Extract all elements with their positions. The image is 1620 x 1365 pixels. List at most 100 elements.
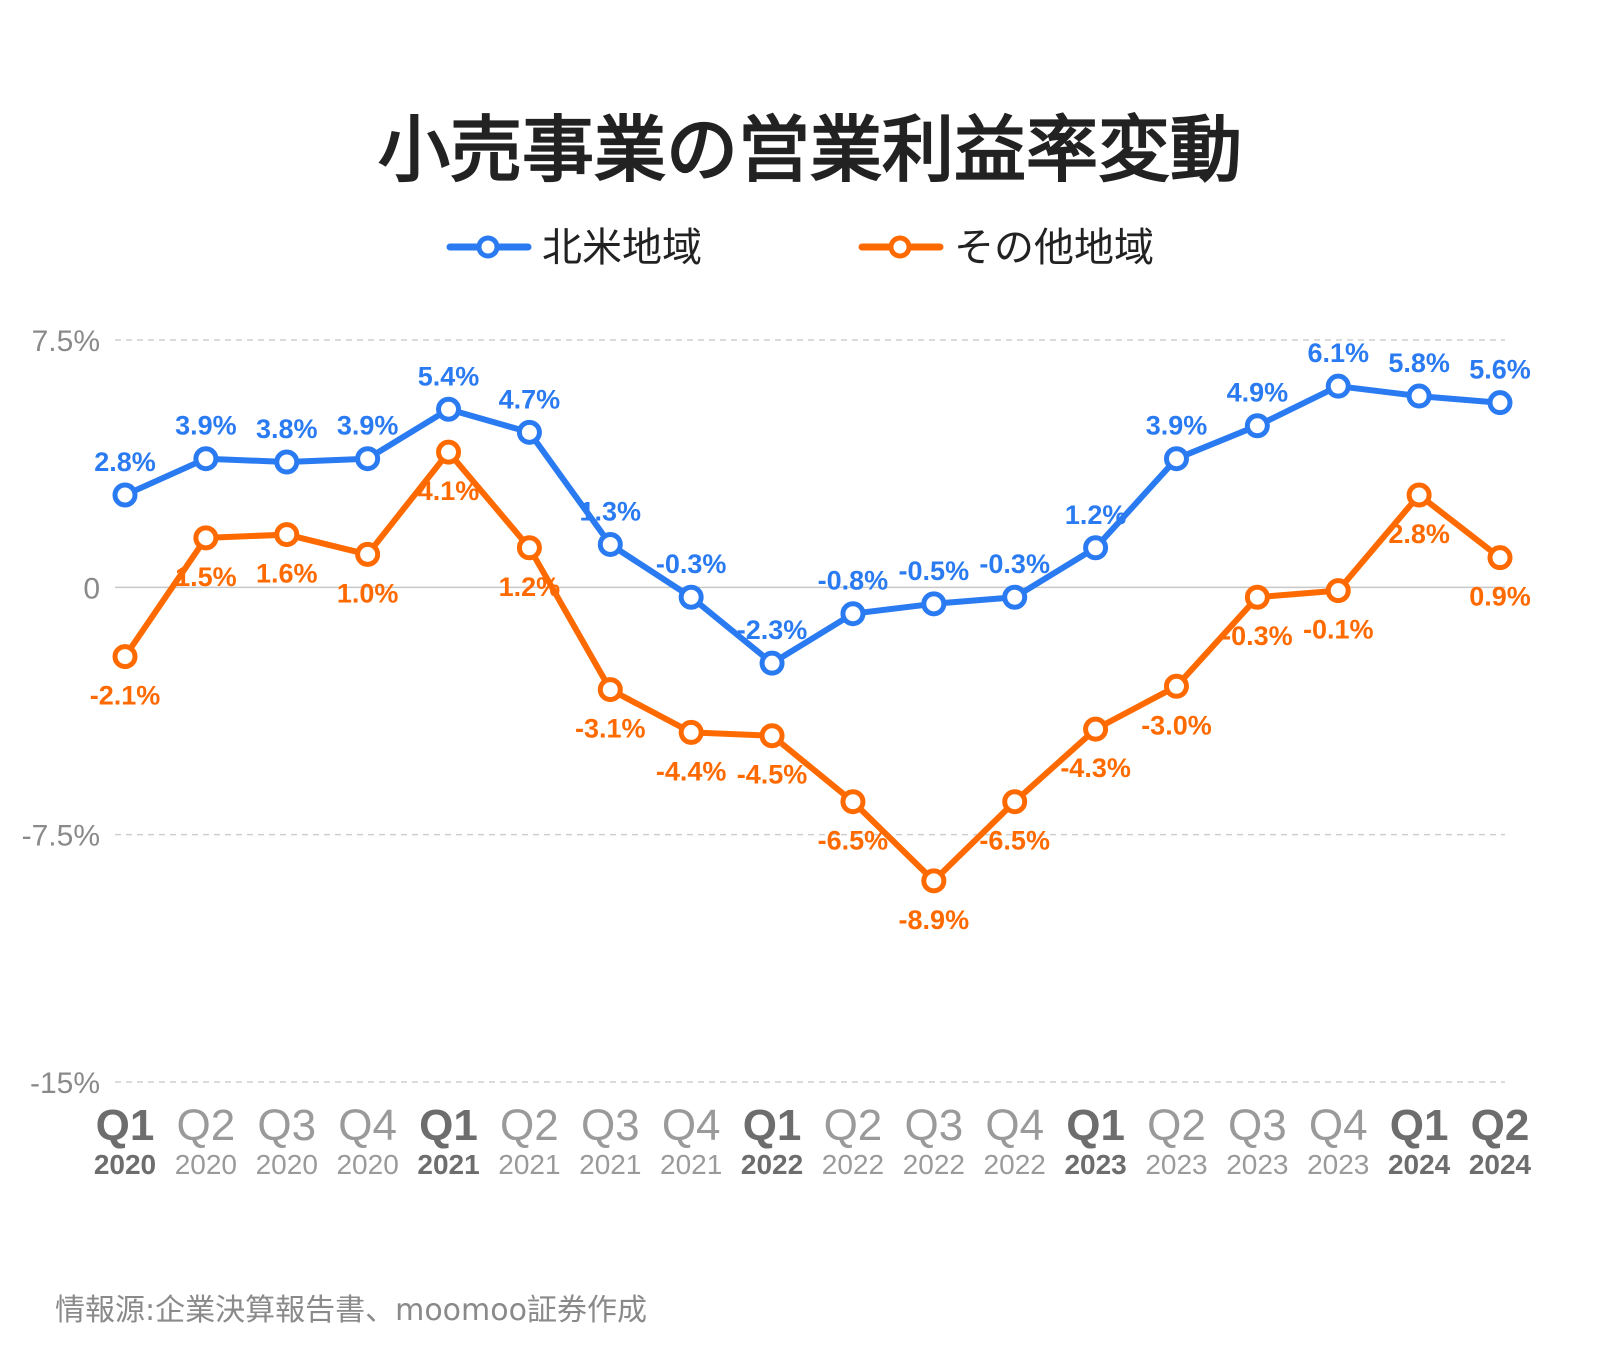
data-point	[1406, 482, 1432, 508]
data-label: 5.8%	[1388, 348, 1450, 378]
legend-item: 北米地域	[446, 225, 702, 271]
x-tick-year: 2024	[1388, 1149, 1451, 1180]
data-label: 2.8%	[1388, 519, 1450, 549]
x-tick-year: 2021	[660, 1149, 722, 1180]
data-label: 1.2%	[1065, 500, 1127, 530]
data-label: 3.9%	[1146, 411, 1208, 441]
legend-label: 北米地域	[542, 225, 702, 271]
x-tick-quarter: Q1	[96, 1101, 155, 1150]
data-label: -2.1%	[90, 681, 161, 711]
data-point	[112, 644, 138, 670]
data-point	[1163, 673, 1189, 699]
data-label: -2.3%	[737, 615, 808, 645]
y-tick-label: -15%	[30, 1067, 100, 1100]
x-tick-year: 2021	[579, 1149, 641, 1180]
data-point	[193, 446, 219, 472]
data-point	[1325, 373, 1351, 399]
data-point	[112, 482, 138, 508]
data-point	[759, 723, 785, 749]
x-tick-year: 2020	[256, 1149, 318, 1180]
data-point	[274, 449, 300, 475]
y-tick-label: 0	[83, 572, 100, 605]
data-label: 1.5%	[175, 562, 237, 592]
data-point	[921, 868, 947, 894]
y-tick-label: 7.5%	[32, 325, 100, 358]
data-point	[597, 531, 623, 557]
data-label: -4.4%	[656, 756, 727, 786]
data-point	[355, 446, 381, 472]
series-2: -2.1% 1.5% 1.6% 1.0% 4.1% 1.2% -3.1% -4.4% -4.5%…	[90, 439, 1531, 935]
x-tick-year: 2022	[903, 1149, 965, 1180]
legend-item: その他地域	[858, 225, 1154, 271]
source-note: 情報源:企業決算報告書、moomoo証券作成	[55, 1293, 647, 1328]
data-label: 2.8%	[94, 447, 156, 477]
data-label: 0.9%	[1469, 582, 1531, 612]
data-point	[1083, 716, 1109, 742]
x-tick-year: 2020	[336, 1149, 398, 1180]
data-point	[1244, 584, 1270, 610]
data-label: -3.1%	[575, 714, 646, 744]
data-point	[516, 535, 542, 561]
x-tick-year: 2023	[1307, 1149, 1369, 1180]
x-tick-year: 2022	[822, 1149, 884, 1180]
x-tick-year: 2022	[984, 1149, 1046, 1180]
data-point	[1325, 578, 1351, 604]
data-label: 1.0%	[337, 578, 399, 608]
data-label: -6.5%	[818, 826, 889, 856]
x-axis: Q12020Q22020Q32020Q42020Q12021Q22021Q320…	[94, 1101, 1532, 1180]
data-label: 5.4%	[418, 361, 480, 391]
x-tick-quarter: Q2	[177, 1101, 236, 1150]
x-tick-quarter: Q1	[419, 1101, 478, 1150]
x-tick-year: 2024	[1469, 1149, 1532, 1180]
data-point	[759, 650, 785, 676]
data-label: 6.1%	[1307, 338, 1369, 368]
data-label: 5.6%	[1469, 355, 1531, 385]
legend-swatch-marker	[888, 235, 912, 259]
x-tick-quarter: Q2	[1471, 1101, 1530, 1150]
data-point	[355, 541, 381, 567]
x-tick-year: 2020	[94, 1149, 156, 1180]
chart-title: 小売事業の営業利益率変動	[378, 108, 1242, 192]
x-tick-year: 2020	[175, 1149, 237, 1180]
legend: 北米地域 その他地域	[446, 225, 1154, 271]
legend-label: その他地域	[954, 225, 1154, 271]
data-point	[1002, 789, 1028, 815]
legend-swatch-marker	[476, 235, 500, 259]
x-tick-quarter: Q3	[904, 1101, 963, 1150]
data-point	[1163, 446, 1189, 472]
data-label: -0.3%	[656, 549, 727, 579]
data-point	[840, 789, 866, 815]
y-axis: 7.5% 0 -7.5% -15%	[22, 325, 100, 1100]
x-tick-quarter: Q3	[257, 1101, 316, 1150]
data-point	[1244, 413, 1270, 439]
x-tick-quarter: Q4	[338, 1101, 397, 1150]
data-point	[1487, 545, 1513, 571]
data-label: 1.6%	[256, 559, 318, 589]
data-label: -0.3%	[1222, 621, 1293, 651]
series-line	[122, 449, 1503, 884]
x-tick-quarter: Q4	[662, 1101, 721, 1150]
data-point	[1002, 584, 1028, 610]
x-tick-quarter: Q2	[1147, 1101, 1206, 1150]
data-label: -4.5%	[737, 760, 808, 790]
data-label: -4.3%	[1060, 753, 1131, 783]
data-point	[678, 584, 704, 610]
x-tick-year: 2023	[1226, 1149, 1288, 1180]
data-label: 1.2%	[499, 572, 561, 602]
data-label: 3.9%	[175, 411, 237, 441]
data-point	[436, 396, 462, 422]
data-label: 3.8%	[256, 414, 318, 444]
x-tick-quarter: Q3	[581, 1101, 640, 1150]
data-label: 4.7%	[499, 384, 561, 414]
x-tick-quarter: Q4	[985, 1101, 1044, 1150]
data-label: -8.9%	[899, 905, 970, 935]
data-label: -0.1%	[1303, 615, 1374, 645]
x-tick-quarter: Q2	[824, 1101, 883, 1150]
data-point	[516, 419, 542, 445]
x-tick-quarter: Q3	[1228, 1101, 1287, 1150]
x-tick-year: 2021	[498, 1149, 560, 1180]
data-point	[597, 677, 623, 703]
series-line	[122, 383, 1503, 667]
x-tick-quarter: Q4	[1309, 1101, 1368, 1150]
